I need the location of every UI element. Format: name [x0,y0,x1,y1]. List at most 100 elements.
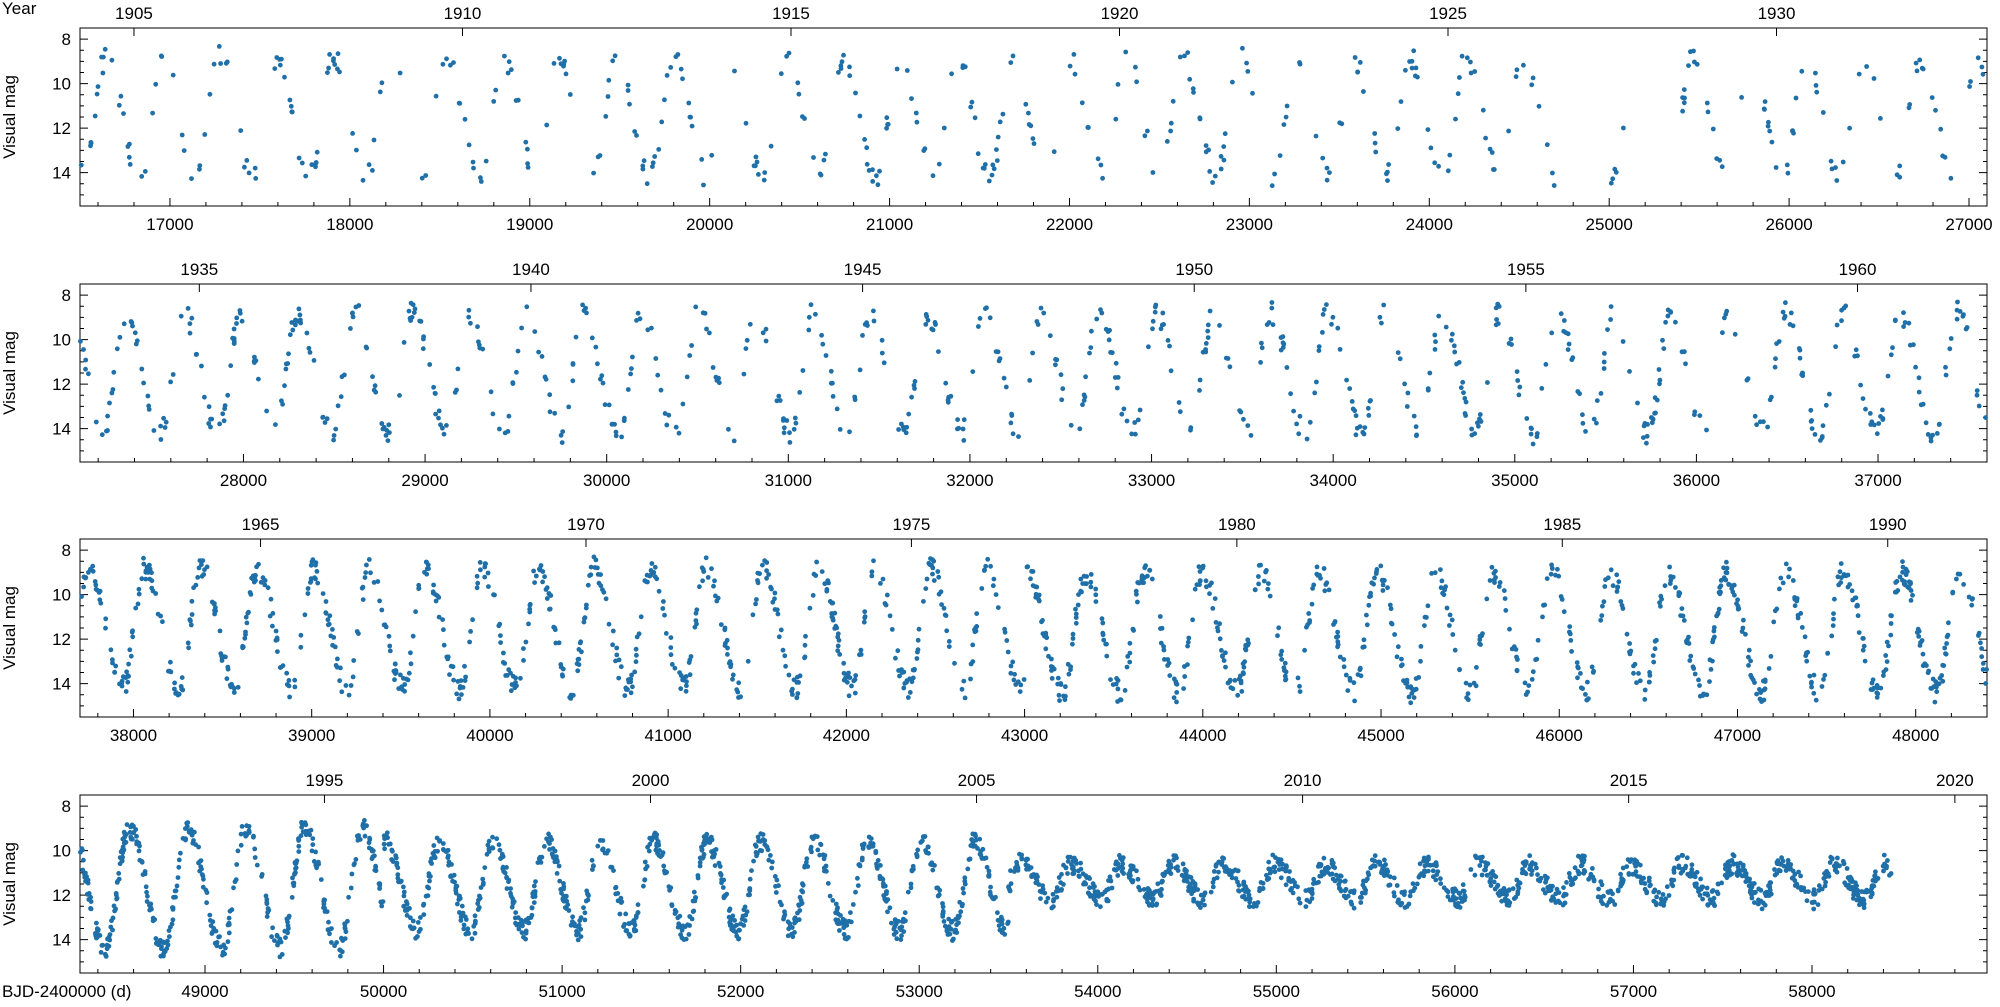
data-point [1672,870,1677,875]
data-point [1169,368,1174,373]
data-point [444,56,449,61]
data-point [1058,880,1063,885]
data-point [1529,872,1534,877]
data-point [1472,681,1477,686]
data-point [137,592,142,597]
data-point [726,427,731,432]
data-point [1580,863,1585,868]
data-point [1316,880,1321,885]
data-point [963,696,968,701]
data-point [1312,391,1317,396]
data-point [903,910,908,915]
data-point [1575,389,1580,394]
data-point [1832,597,1837,602]
data-point [1204,578,1209,583]
data-point [1100,176,1105,181]
data-point [1352,408,1357,413]
data-point [1389,606,1394,611]
data-point [1204,143,1209,148]
data-point [1850,588,1855,593]
data-point [1107,338,1112,343]
data-point [1414,687,1419,692]
data-point [1464,681,1469,686]
data-point [382,846,387,851]
data-point [1188,425,1193,430]
data-point [987,179,992,184]
data-point [906,890,911,895]
data-point [1286,876,1291,881]
data-point [576,657,581,662]
data-point [1983,681,1988,686]
data-point [1433,570,1438,575]
data-point [688,115,693,120]
data-point [995,910,1000,915]
data-point [293,685,298,690]
data-point [1270,183,1275,188]
data-point [1166,859,1171,864]
data-point [1946,633,1951,638]
data-point [481,881,486,886]
data-point [802,655,807,660]
data-point [413,609,418,614]
data-point [1792,597,1797,602]
data-point [601,381,606,386]
data-point [255,863,260,868]
data-point [1298,901,1303,906]
data-point [1438,567,1443,572]
data-point [287,684,292,689]
data-point [252,580,257,585]
data-point [105,414,110,419]
data-point [1469,71,1474,76]
data-point [509,688,514,693]
data-point [1064,865,1069,870]
data-point [1600,901,1605,906]
data-point [1748,673,1753,678]
data-point [1750,896,1755,901]
data-point [1361,89,1366,94]
data-point [1767,666,1772,671]
data-point [95,934,100,939]
data-point [1656,890,1661,895]
data-point [669,635,674,640]
data-point [1114,682,1119,687]
data-point [1248,896,1253,901]
x-tick-label: 27000 [1945,215,1992,234]
data-point [1270,853,1275,858]
data-point [996,605,1001,610]
data-point [1955,317,1960,322]
data-point [161,416,166,421]
data-point [755,160,760,165]
data-point [1292,880,1297,885]
data-point [862,137,867,142]
data-point [1128,641,1133,646]
data-point [1507,341,1512,346]
data-point [213,605,218,610]
data-point [725,652,730,657]
data-point [744,121,749,126]
data-point [1140,573,1145,578]
data-point [1444,325,1449,330]
data-point [895,67,900,72]
data-point [1814,83,1819,88]
data-point [492,593,497,598]
data-point [489,389,494,394]
data-point [325,70,330,75]
data-point [510,896,515,901]
data-point [807,315,812,320]
data-point [690,124,695,129]
data-point [1817,883,1822,888]
data-point [1002,376,1007,381]
data-point [1358,895,1363,900]
data-point [544,377,549,382]
data-point [1108,874,1113,879]
data-point [1046,896,1051,901]
data-point [1663,583,1668,588]
data-point [1831,617,1836,622]
data-point [762,170,767,175]
data-point [632,129,637,134]
data-point [867,845,872,850]
data-point [1251,904,1256,909]
year-tick-label: 2005 [958,771,996,790]
data-point [912,667,917,672]
data-point [384,625,389,630]
